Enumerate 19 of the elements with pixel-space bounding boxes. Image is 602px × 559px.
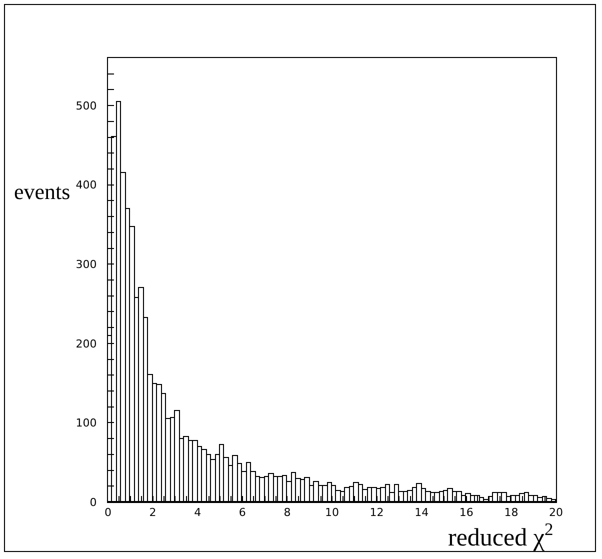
x-tick-label: 0	[104, 506, 112, 520]
y-tick-label: 300	[76, 258, 97, 271]
x-tick-label: 6	[238, 506, 246, 520]
x-tick-label: 12	[370, 506, 384, 520]
y-axis-title: events	[14, 179, 70, 204]
x-axis-title: reduced χ$^{2}$	[448, 519, 554, 552]
x-tick-label: 8	[284, 506, 291, 520]
x-tick-label: 18	[504, 506, 518, 520]
x-tick-label: 20	[549, 506, 563, 520]
y-tick-label: 0	[90, 496, 97, 509]
x-tick-label: 4	[194, 506, 202, 520]
x-tick-label: 10	[325, 506, 339, 520]
x-tick-label: 2	[149, 506, 156, 520]
y-tick-label: 400	[76, 178, 97, 192]
y-tick-label: 100	[76, 416, 97, 430]
y-tick-label: 500	[76, 99, 97, 112]
y-tick-label: 200	[76, 337, 97, 350]
x-tick-label: 16	[459, 506, 474, 520]
x-tick-label: 14	[414, 506, 429, 520]
